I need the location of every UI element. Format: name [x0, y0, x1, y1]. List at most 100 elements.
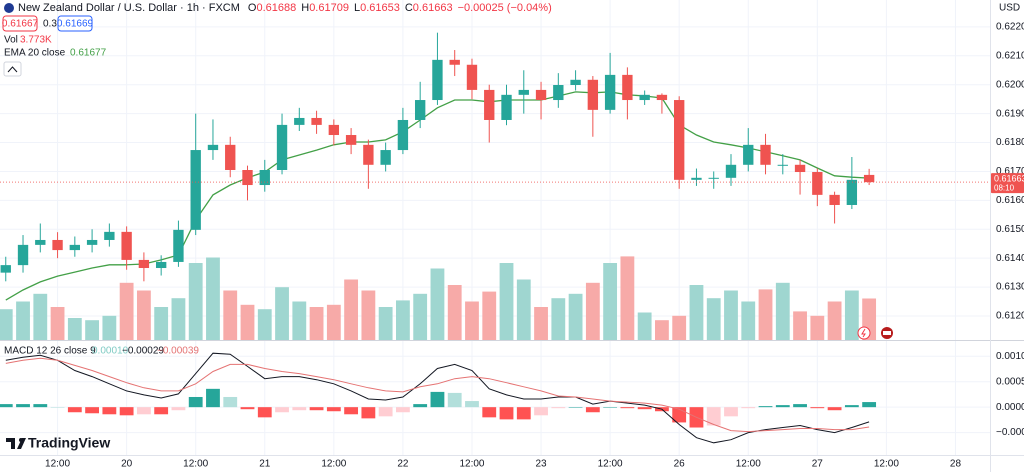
volume-bar — [240, 304, 255, 340]
plot — [0, 32, 990, 444]
macd-hist-bar — [344, 407, 359, 415]
candle-body — [863, 174, 875, 183]
axes: 12:00 20 12:00 21 12:00 22 12:00 23 12:00 26 12:00… — [45, 22, 1024, 470]
ema-value: 0.61677 — [70, 48, 107, 59]
macd-hist-bar — [775, 405, 790, 408]
volume-bar — [85, 320, 99, 340]
macd-hist-bar — [154, 407, 169, 415]
macd-hist-bar — [793, 404, 807, 408]
macd-hist-bar — [637, 407, 652, 410]
macd-hist-bar — [447, 392, 462, 408]
volume-bar — [706, 298, 721, 340]
x-tick-label: 12:00 — [321, 459, 346, 470]
volume-bar — [33, 293, 48, 340]
last-price-label: 0.61663 — [994, 174, 1024, 184]
candle-body — [35, 239, 46, 245]
countdown-label: 08:10 — [994, 183, 1015, 192]
candle-body — [449, 59, 460, 65]
symbol-title[interactable]: New Zealand Dollar / U.S. Dollar · 1h · … — [18, 2, 240, 14]
macd-hist-bar — [585, 407, 600, 413]
sell-price[interactable]: 0.61667 — [2, 19, 39, 30]
candle-body — [173, 229, 184, 262]
candle-body — [414, 100, 426, 120]
event-icon[interactable] — [857, 326, 871, 340]
volume-bar — [0, 309, 13, 340]
macd-hist-bar — [206, 388, 220, 408]
symbol-icon[interactable] — [4, 3, 14, 13]
ohlc-key: H — [301, 2, 309, 14]
volume-bar — [827, 301, 842, 340]
candle-body — [553, 85, 564, 101]
candle-body — [311, 117, 322, 125]
volume-bar — [257, 309, 272, 340]
macd-hist-bar — [33, 404, 48, 408]
x-tick-label: 12:00 — [45, 459, 70, 470]
macd-hist-bar — [240, 407, 255, 410]
volume-bar — [171, 298, 186, 340]
volume-bar — [793, 311, 807, 340]
candle-body — [587, 79, 599, 110]
macd-hist-bar — [534, 407, 548, 416]
sell-button[interactable] — [2, 15, 38, 32]
candle-body — [0, 265, 11, 273]
volume-bar — [499, 263, 514, 340]
volume-bar — [430, 268, 445, 340]
x-tick-label: 20 — [121, 459, 133, 470]
volume-bar — [50, 307, 65, 340]
volume-bar — [655, 320, 669, 340]
macd-hist-bar — [568, 407, 583, 408]
candle-body — [345, 135, 357, 145]
macd-hist-bar — [326, 407, 341, 412]
volume-bar — [188, 263, 203, 340]
macd-hist-bar — [378, 407, 393, 417]
collapse-icon — [7, 66, 18, 73]
macd-hist-bar — [706, 407, 721, 426]
volume-label: Vol — [4, 35, 18, 46]
candle-body — [121, 231, 132, 260]
candle-body — [259, 170, 270, 186]
signal-line — [5, 357, 870, 433]
ohlc-value: 0.61688 — [256, 2, 296, 14]
volume-bar — [810, 315, 825, 340]
candle-body — [743, 144, 754, 165]
candle-body — [777, 164, 788, 166]
macd-signal-value: −0.00039 — [157, 346, 199, 357]
collapse-button[interactable] — [3, 61, 22, 77]
buy-button[interactable] — [57, 15, 93, 32]
ohlc-key: L — [354, 2, 360, 14]
candle-body — [276, 124, 288, 170]
macd-hist-bar — [257, 407, 272, 418]
macd-value: −0.00029 — [122, 346, 164, 357]
macd-tick-label: 0.00000 — [996, 402, 1024, 413]
candle-body — [794, 164, 806, 173]
volume-bar — [16, 301, 30, 340]
ema-line — [5, 91, 870, 301]
candle-body — [708, 177, 719, 179]
volume-bar — [326, 304, 341, 340]
candle-body — [328, 124, 340, 136]
candle-body — [639, 94, 650, 101]
event-bolt — [861, 328, 866, 338]
macd-hist-value: 0.00010 — [92, 346, 129, 357]
brand-name[interactable]: TradingView — [28, 435, 110, 451]
volume-bar — [585, 282, 600, 340]
candle-body — [466, 64, 478, 90]
volume-bar — [136, 290, 151, 340]
x-tick-label: 23 — [535, 459, 547, 470]
currency[interactable]: USD — [999, 3, 1020, 14]
candle-body — [190, 150, 201, 230]
volume-bar — [396, 300, 410, 340]
volume-bar — [568, 293, 583, 340]
volume-bar — [67, 318, 82, 340]
buy-price[interactable]: 0.61669 — [57, 19, 94, 30]
ohlc-value: 0.61709 — [309, 2, 349, 14]
